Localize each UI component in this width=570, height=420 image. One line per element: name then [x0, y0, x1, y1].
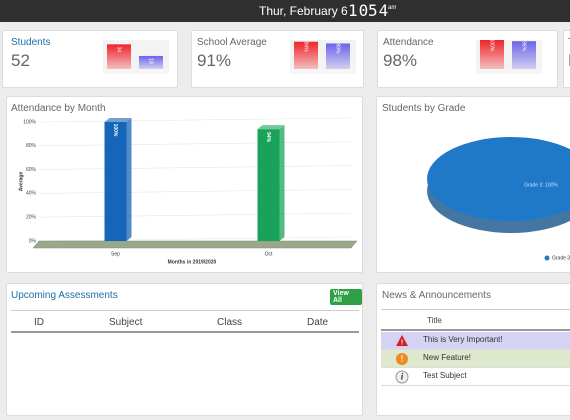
card-title: News & Announcements [382, 290, 491, 301]
clock-hours: 10 [348, 1, 370, 20]
y-tick-label: 100% [23, 119, 36, 125]
mini-bar [107, 44, 131, 69]
y-tick-label: 80% [26, 143, 37, 149]
svg-text:i: i [401, 372, 404, 382]
mini-floor [103, 69, 169, 74]
mini-bar [480, 40, 504, 69]
y-tick-label: 20% [26, 215, 37, 221]
mini-chart: 100% 96% [476, 39, 542, 74]
mini-bar-label: 96% [521, 41, 527, 52]
pie-chart: Grade 3: 100% Grade 3 [427, 137, 570, 261]
clock-minutes: 54 [368, 1, 390, 20]
chart-title: Attendance by Month [11, 103, 106, 114]
grid-line [38, 189, 352, 194]
x-tick-label: Oct [265, 251, 273, 257]
legend-label: Grade 3 [552, 255, 570, 261]
warning-icon: ! [396, 335, 408, 346]
clock-suffix: am [388, 5, 397, 11]
bar-side [279, 125, 285, 241]
stat-title: T [568, 37, 570, 48]
mini-chart: 34 18 [103, 40, 169, 74]
stat-value: 91% [197, 51, 232, 70]
mini-bar [326, 43, 350, 69]
y-tick-label: 0% [29, 238, 37, 244]
assessments-card: Upcoming Assessments View All ID Subject… [6, 283, 363, 416]
stat-title: Students [11, 37, 51, 48]
mini-bar-label: 18 [148, 58, 154, 64]
bar-top [104, 118, 132, 122]
grid-line [38, 212, 352, 218]
grid-line [38, 117, 352, 123]
mini-bar [512, 41, 536, 69]
bar-value-label: 100% [112, 124, 118, 137]
info-icon: i [395, 370, 409, 384]
stat-card: Students 52 34 18 [2, 30, 178, 88]
bar-chart: 0% 20% 40% 60% 80% 100% Average Months in 2019/… [18, 117, 358, 265]
mini-floor [476, 69, 542, 74]
mini-bar [294, 41, 318, 69]
grid-line [38, 165, 352, 170]
pie-label: Grade 3: 100% [524, 182, 558, 188]
table-rule [381, 309, 570, 310]
table-rule [381, 329, 570, 331]
chart-card: Attendance by Month 0% 20% 40% 60% 80% 100% Av… [6, 96, 363, 273]
mini-bar-label: 88% [335, 43, 341, 54]
column-header: ID [34, 317, 44, 328]
bar-side [126, 118, 132, 241]
y-tick-label: 60% [26, 167, 37, 173]
column-header: Subject [109, 317, 143, 328]
news-card: News & Announcements Title ! This is Ver… [376, 283, 570, 416]
news-title: Test Subject [423, 371, 467, 380]
legend-swatch [544, 255, 550, 261]
mini-chart: 94% 88% [290, 40, 356, 74]
bar [104, 122, 127, 241]
grid-line [38, 236, 352, 242]
news-title: New Feature! [423, 353, 472, 362]
view-all-button[interactable]: View All [330, 289, 362, 305]
y-axis-title: Average [18, 172, 24, 192]
stat-value: N [568, 51, 570, 71]
mini-bar-label: 100% [489, 39, 495, 52]
stat-value: 52 [11, 51, 30, 70]
card-title: Upcoming Assessments [11, 290, 118, 301]
x-axis-title: Months in 2019/2020 [168, 259, 217, 265]
svg-text:!: ! [401, 339, 403, 346]
bar [257, 129, 280, 241]
stat-title: Attendance [383, 37, 434, 48]
grid-line [38, 141, 352, 147]
mini-bar-label: 34 [116, 47, 122, 53]
news-row: ! New Feature! [381, 350, 570, 368]
mini-bar-label: 94% [303, 42, 309, 53]
bar-value-label: 94% [265, 132, 271, 143]
y-tick-label: 40% [26, 191, 37, 197]
pie-slice [427, 137, 570, 221]
column-header: Date [307, 317, 329, 328]
info-alert-icon: ! [396, 353, 408, 365]
top-bar: Thur, February 6 10 54 am [0, 0, 570, 22]
bar-top [257, 125, 285, 130]
chart-card: Students by Grade Grade 3: 100% Grade 3 [376, 96, 570, 273]
stat-value: 98% [383, 51, 418, 70]
news-title: This is Very Important! [423, 335, 503, 344]
column-header: Title [427, 316, 442, 325]
mini-floor [290, 69, 356, 74]
date: Thur, February 6 [259, 4, 348, 18]
svg-text:!: ! [401, 355, 404, 364]
floor [32, 240, 358, 249]
table-rule [11, 331, 359, 333]
mini-bar [139, 55, 163, 69]
stat-card: T N [563, 30, 570, 88]
stat-card: Attendance 98% 100% 96% [377, 30, 558, 88]
news-row: ! This is Very Important! [381, 332, 570, 350]
x-tick-label: Sep [111, 251, 120, 257]
column-header: Class [217, 317, 243, 328]
news-row: i Test Subject [381, 368, 570, 386]
stat-title: School Average [197, 37, 267, 48]
stat-card: School Average 91% 94% 88% [191, 30, 364, 88]
chart-title: Students by Grade [382, 103, 466, 114]
table-rule [11, 310, 359, 311]
